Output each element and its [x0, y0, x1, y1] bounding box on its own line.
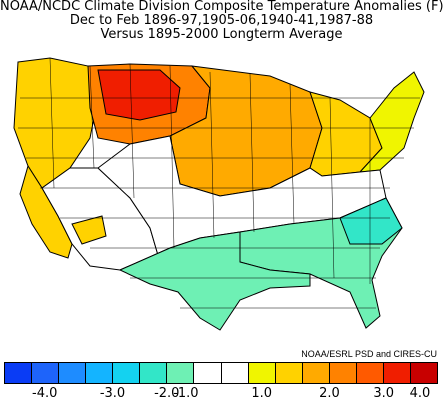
color-legend	[4, 362, 438, 384]
legend-tick-label: 4.0	[409, 386, 431, 401]
legend-tick-label: -1.0	[173, 386, 199, 401]
legend-swatch	[302, 363, 330, 383]
legend-swatch	[194, 363, 222, 383]
title-line-2: Dec to Feb 1896-97,1905-06,1940-41,1987-…	[69, 13, 374, 28]
legend-ticks: -4.0 -3.0 -2.0 -1.0 1.0 2.0 3.0 4.0	[4, 386, 438, 402]
legend-swatch	[356, 363, 384, 383]
legend-swatch	[167, 363, 195, 383]
legend-tick-label: 2.0	[319, 386, 340, 401]
legend-swatch	[248, 363, 276, 383]
credit-text: NOAA/ESRL PSD and CIRES-CU	[301, 349, 437, 359]
us-anomaly-map	[13, 57, 425, 331]
region-northwest	[13, 57, 99, 189]
legend-swatch	[221, 363, 249, 383]
region-texas-gulf	[118, 231, 311, 331]
legend-swatch	[113, 363, 141, 383]
region-arizona-patch	[71, 215, 107, 245]
title-line-3: Versus 1895-2000 Longterm Average	[100, 27, 343, 42]
region-northeast	[358, 71, 425, 173]
legend-swatch	[140, 363, 168, 383]
title-line-1: NOAA/NCDC Climate Division Composite Tem…	[0, 0, 443, 14]
legend-swatch	[383, 363, 411, 383]
legend-swatch	[86, 363, 114, 383]
legend-tick-label: 1.0	[251, 386, 273, 401]
legend-tick-label: -4.0	[32, 386, 58, 401]
division-lines	[18, 57, 420, 309]
legend-tick-label: -2.0	[154, 386, 180, 401]
legend-swatch	[329, 363, 357, 383]
legend-tick-label: -3.0	[99, 386, 126, 401]
legend-swatch	[5, 363, 33, 383]
region-carolinas-cold	[339, 197, 403, 245]
legend-swatch	[275, 363, 303, 383]
legend-tick-label: 3.0	[373, 386, 395, 401]
region-montana-core	[97, 69, 181, 121]
legend-swatch	[410, 363, 437, 383]
legend-swatch	[32, 363, 60, 383]
title-block: NOAA/NCDC Climate Division Composite Tem…	[0, 0, 443, 42]
legend-swatch	[59, 363, 87, 383]
